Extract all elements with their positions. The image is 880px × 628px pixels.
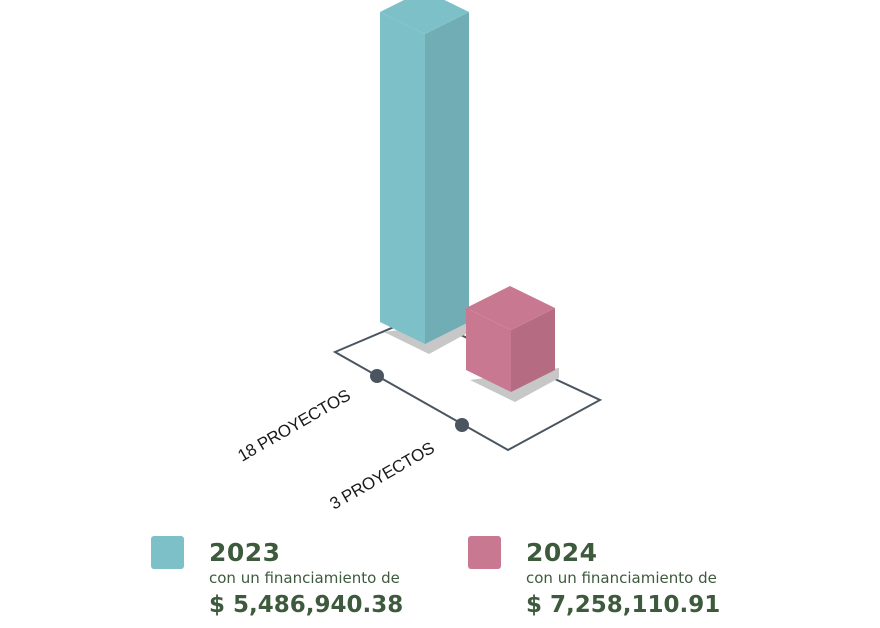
axis-dot-2 bbox=[455, 418, 469, 432]
legend-description: con un financiamiento de bbox=[209, 569, 400, 587]
axis-dot-1 bbox=[370, 369, 384, 383]
legend-swatch-2023 bbox=[151, 536, 184, 569]
legend-swatch-2024 bbox=[468, 536, 501, 569]
bar-left-face-2 bbox=[466, 308, 511, 392]
legend-description: con un financiamiento de bbox=[526, 569, 717, 587]
legend-year: 2023 bbox=[209, 538, 281, 567]
bar-top-face-2 bbox=[466, 286, 555, 330]
chart-base-outline bbox=[332, 314, 603, 452]
legend-amount: $ 5,486,940.38 bbox=[209, 592, 404, 618]
legend-year: 2024 bbox=[526, 538, 598, 567]
legend-amount: $ 7,258,110.91 bbox=[526, 592, 721, 618]
bar-top-face-1 bbox=[380, 0, 469, 34]
bar-right-face-2 bbox=[511, 308, 555, 392]
category-label-1: 18 PROYECTOS bbox=[235, 386, 354, 466]
bar-left-face-1 bbox=[380, 12, 425, 344]
category-label-2: 3 PROYECTOS bbox=[327, 438, 438, 513]
bar-right-face-1 bbox=[425, 12, 469, 344]
